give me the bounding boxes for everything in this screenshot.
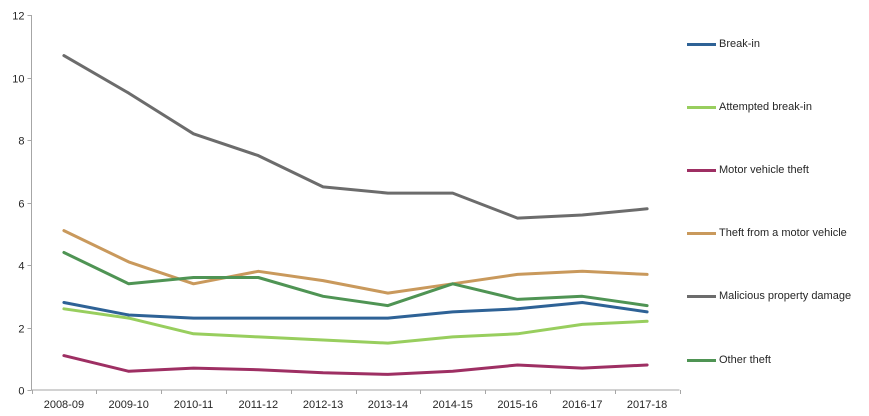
x-tick-label: 2008-09: [44, 399, 84, 411]
legend-label-attempted-break-in: Attempted break-in: [719, 100, 812, 113]
series-line-other-theft: [62, 251, 649, 308]
legend-label-malicious-property-damage: Malicious property damage: [719, 290, 852, 303]
legend-item-other-theft: Other theft: [687, 354, 771, 367]
x-tick-label: 2015-16: [497, 399, 537, 411]
y-tick-label: 2: [18, 324, 24, 336]
legend-swatch-theft-from-a-motor-vehicle: [687, 232, 716, 236]
legend-item-break-in: Break-in: [687, 38, 760, 51]
legend-label-motor-vehicle-theft: Motor vehicle theft: [719, 163, 809, 176]
x-tick-label: 2012-13: [303, 399, 343, 411]
y-axis-ticks: 0 2 4 6 8 10 12: [12, 11, 32, 398]
series-line-attempted-break-in: [62, 307, 649, 345]
x-axis-ticks: 2008-09 2009-10 2010-11 2011-12 2012-13 2013-…: [32, 390, 681, 411]
legend-swatch-malicious-property-damage: [687, 295, 716, 299]
x-tick-label: 2010-11: [174, 399, 214, 411]
series-line-motor-vehicle-theft: [62, 354, 649, 376]
x-tick-label: 2016-17: [562, 399, 602, 411]
y-tick-label: 8: [18, 136, 24, 148]
x-tick-label: 2017-18: [627, 399, 667, 411]
series-line-break-in: [62, 301, 649, 320]
legend-item-motor-vehicle-theft: Motor vehicle theft: [687, 164, 809, 177]
y-tick-label: 6: [18, 199, 24, 211]
legend-label-break-in: Break-in: [719, 37, 760, 50]
legend-item-malicious-property-damage: Malicious property damage: [687, 290, 851, 303]
legend-item-attempted-break-in: Attempted break-in: [687, 101, 812, 114]
x-tick-label: 2011-12: [239, 399, 279, 411]
x-tick-label: 2009-10: [109, 399, 149, 411]
x-tick-label: 2014-15: [433, 399, 473, 411]
legend-label-theft-from-a-motor-vehicle: Theft from a motor vehicle: [719, 227, 847, 240]
legend-swatch-attempted-break-in: [687, 105, 716, 109]
legend-swatch-other-theft: [687, 358, 716, 362]
line-chart-plot: 0 2 4 6 8 10 12 2008-09 2009-10 2010-11 2011-12 201…: [12, 11, 681, 411]
legend-label-other-theft: Other theft: [719, 353, 771, 366]
legend-swatch-break-in: [687, 42, 716, 46]
x-tick-label: 2013-14: [368, 399, 408, 411]
series-line-theft-from-a-motor-vehicle: [62, 229, 649, 295]
y-tick-label: 4: [18, 261, 24, 273]
series-line-malicious-property-damage: [62, 54, 649, 220]
y-tick-label: 10: [12, 74, 24, 86]
chart-legend: Break-in Attempted break-in Motor vehicle …: [687, 1, 867, 415]
y-tick-label: 12: [12, 11, 24, 23]
legend-item-theft-from-a-motor-vehicle: Theft from a motor vehicle: [687, 227, 847, 240]
y-tick-label: 0: [18, 386, 24, 398]
legend-swatch-motor-vehicle-theft: [687, 168, 716, 172]
series-lines: [62, 54, 649, 376]
